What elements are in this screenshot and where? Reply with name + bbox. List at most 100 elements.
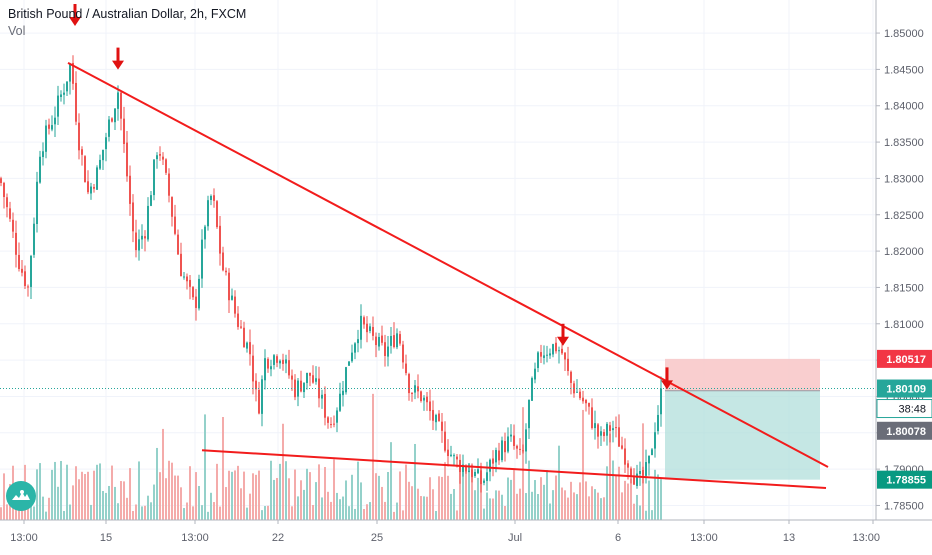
volume-bar — [90, 504, 92, 520]
chart-legend: British Pound / Australian Dollar, 2h, F… — [8, 7, 246, 38]
volume-bar — [537, 493, 539, 520]
volume-bar — [429, 477, 431, 520]
volume-bar — [450, 493, 452, 520]
candle-body — [150, 195, 152, 206]
x-tick-label: 13:00 — [181, 532, 209, 544]
volume-bar — [330, 501, 332, 520]
volume-bar — [552, 490, 554, 520]
candle-body — [351, 352, 353, 362]
price-label-bg — [877, 379, 932, 398]
volume-bar — [576, 494, 578, 520]
volume-bar — [582, 409, 584, 520]
volume-bar — [435, 511, 437, 520]
entry-price-label[interactable]: 1.80078 — [877, 421, 932, 440]
volume-bar — [480, 466, 482, 520]
volume-bar — [198, 486, 200, 520]
volume-bar — [498, 490, 500, 520]
last-price-label[interactable]: 1.80109 — [877, 379, 932, 398]
arrow-head — [557, 336, 569, 346]
volume-bar — [600, 498, 602, 520]
volume-bar — [357, 461, 359, 520]
volume-bar — [57, 486, 59, 520]
volume-bar — [414, 443, 416, 520]
volume-bar — [0, 507, 2, 520]
volume-bar — [189, 466, 191, 520]
candle-body — [180, 253, 182, 277]
candle-body — [72, 62, 74, 84]
symbol-title[interactable]: British Pound / Australian Dollar, 2h, F… — [8, 7, 247, 21]
candle-body — [210, 195, 212, 200]
candle-body — [621, 445, 623, 449]
volume-bar — [192, 506, 194, 520]
candle-body — [78, 122, 80, 151]
candle-body — [387, 346, 389, 357]
volume-bar — [546, 470, 548, 520]
volume-bar — [99, 463, 101, 520]
volume-bar — [606, 466, 608, 520]
candle-body — [135, 232, 137, 251]
volume-bar — [60, 460, 62, 520]
volume-bar — [138, 461, 140, 520]
candle-body — [147, 205, 149, 240]
candle-body — [276, 356, 278, 363]
volume-bar — [609, 433, 611, 520]
volume-bar — [201, 505, 203, 520]
candle-body — [429, 401, 431, 412]
volume-bar — [441, 476, 443, 520]
candle-body — [270, 366, 272, 370]
volume-bar — [324, 466, 326, 520]
volume-bar — [117, 503, 119, 520]
volume-bar — [381, 486, 383, 520]
volume-bar — [390, 442, 392, 520]
candle-body — [111, 118, 113, 122]
candle-body — [96, 167, 98, 190]
candle-body — [582, 397, 584, 402]
y-tick-label: 1.78500 — [884, 500, 924, 512]
candle-body — [228, 272, 230, 301]
volume-bar — [384, 501, 386, 520]
candle-body — [123, 118, 125, 144]
candle-body — [99, 159, 101, 169]
volume-bar — [549, 503, 551, 520]
bar-countdown-label[interactable]: 38:48 — [876, 399, 932, 419]
candle-body — [114, 108, 116, 123]
volume-bar — [462, 470, 464, 520]
y-tick-label: 1.83000 — [884, 173, 924, 185]
volume-bar — [540, 477, 542, 520]
candle-body — [48, 124, 50, 129]
volume-bar — [522, 407, 524, 520]
volume-bar — [285, 461, 287, 520]
candle-body — [345, 367, 347, 393]
volume-bar — [48, 497, 50, 520]
volume-bar — [228, 470, 230, 520]
tradingview-logo[interactable] — [6, 481, 36, 511]
volume-bar — [6, 504, 8, 520]
candle-body — [468, 470, 470, 473]
volume-bar — [354, 508, 356, 520]
take-profit-price-label[interactable]: 1.78855 — [877, 470, 932, 489]
volume-bar — [45, 511, 47, 520]
candle-body — [546, 354, 548, 356]
candle-body — [153, 159, 155, 196]
candle-body — [540, 352, 542, 357]
volume-bar — [246, 507, 248, 520]
volume-bar — [27, 508, 29, 520]
x-tick-label: 6 — [615, 532, 621, 544]
down-arrow-icon — [112, 47, 124, 70]
candle-body — [537, 352, 539, 368]
volume-bar — [186, 502, 188, 520]
candle-body — [336, 410, 338, 423]
candle-body — [567, 358, 569, 371]
volume-bar — [225, 487, 227, 520]
candle-body — [447, 449, 449, 457]
candle-body — [27, 286, 29, 288]
candle-body — [243, 327, 245, 348]
candle-body — [603, 432, 605, 437]
volume-bar — [387, 472, 389, 520]
volume-indicator-label[interactable]: Vol — [8, 24, 26, 38]
stop-loss-price-label[interactable]: 1.80517 — [877, 349, 932, 368]
candle-body — [417, 386, 419, 392]
